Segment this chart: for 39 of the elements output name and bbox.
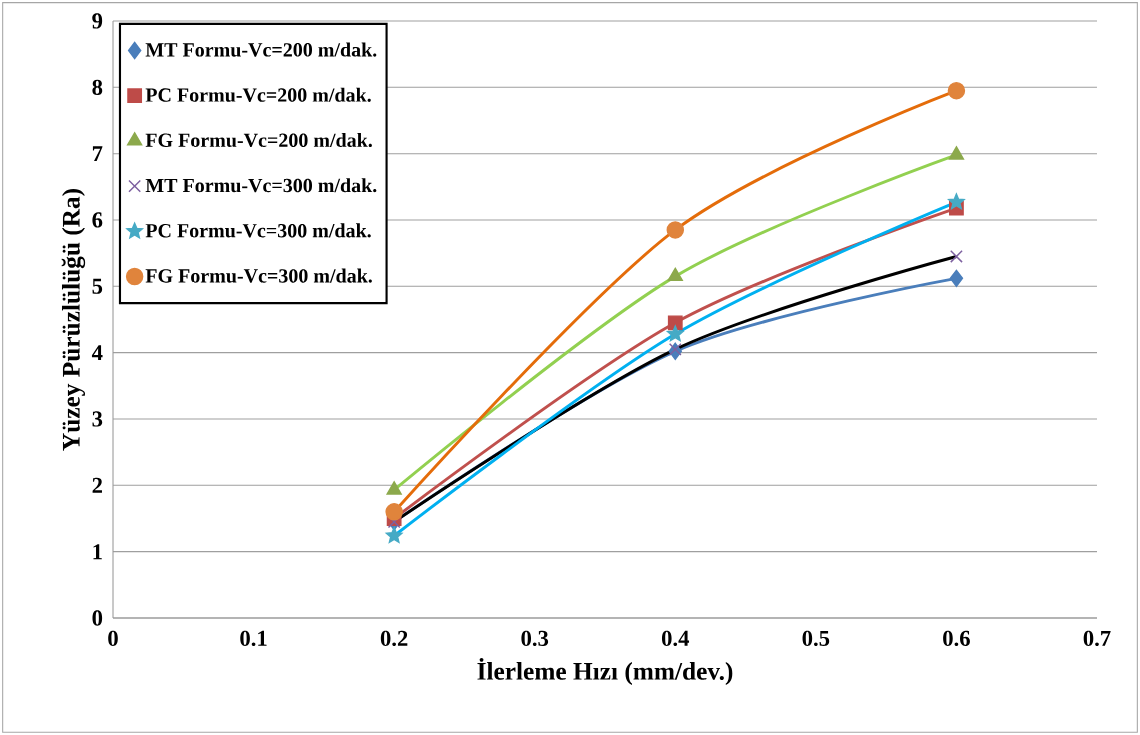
point xyxy=(666,325,684,342)
x-tick-label: 0 xyxy=(108,630,118,646)
y-tick-label: 9 xyxy=(92,13,103,29)
x-tick-label: 0.3 xyxy=(521,630,549,647)
y-axis-title: Yüzey Pürüzlülüğü (Ra) xyxy=(61,189,86,451)
point xyxy=(667,315,683,331)
legend-label: FG Formu-Vc=200 m/dak. xyxy=(145,132,372,148)
point xyxy=(949,269,964,288)
legend-label: PC Formu-Vc=200 m/dak. xyxy=(145,87,371,102)
point xyxy=(948,193,965,210)
point xyxy=(385,503,403,521)
y-tick-label: 0 xyxy=(92,610,103,626)
y-tick-label: 1 xyxy=(93,544,102,560)
point xyxy=(385,526,403,543)
y-tick-label: 7 xyxy=(92,146,103,162)
x-tick-label: 0.5 xyxy=(802,630,830,647)
legend-label: PC Formu-Vc=300 m/dak. xyxy=(145,223,371,238)
y-tick-label: 4 xyxy=(91,345,103,361)
x-axis-title: İlerleme Hızı (mm/dev.) xyxy=(477,657,733,686)
y-tick-label: 3 xyxy=(92,411,103,427)
point xyxy=(948,146,965,160)
x-tick-label: 0.6 xyxy=(943,630,970,647)
point xyxy=(667,267,683,282)
point xyxy=(666,221,685,239)
point xyxy=(668,342,682,356)
y-tick-label: 8 xyxy=(92,79,103,95)
point xyxy=(386,481,402,495)
legend-label: FG Formu-Vc=300 m/dak. xyxy=(145,268,372,283)
y-tick-label: 5 xyxy=(92,278,103,294)
y-tick-label: 2 xyxy=(92,477,102,493)
x-tick-label: 0.4 xyxy=(661,630,690,647)
point xyxy=(947,81,966,100)
legend-label: MT Formu-Vc=300 m/dak. xyxy=(145,178,377,193)
x-tick-label: 0.1 xyxy=(240,630,267,647)
legend-label: MT Formu-Vc=200 m/dak. xyxy=(145,42,377,57)
x-tick-label: 0.2 xyxy=(380,630,408,647)
y-tick-label: 6 xyxy=(92,212,103,228)
x-tick-label: 0.7 xyxy=(1083,630,1111,647)
point xyxy=(950,250,963,263)
